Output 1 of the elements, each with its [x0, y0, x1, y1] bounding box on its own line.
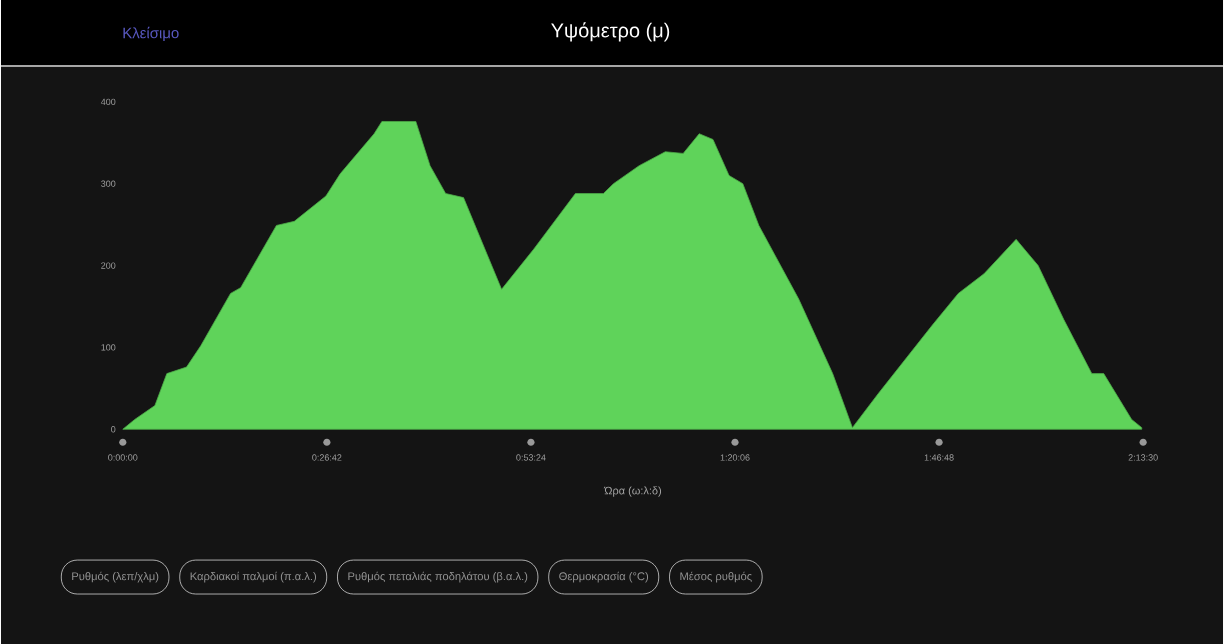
- chart-title: Υψόμετρο (μ): [551, 21, 670, 41]
